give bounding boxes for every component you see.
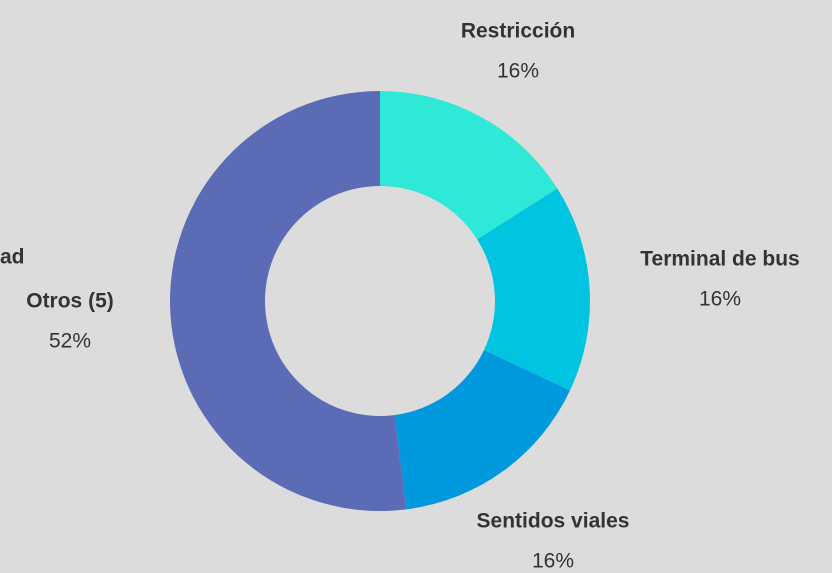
donut-segment xyxy=(477,188,590,391)
category-label: Otros (5) xyxy=(26,290,114,313)
donut-segment xyxy=(380,91,558,240)
donut-segment xyxy=(170,91,407,511)
category-label: Sentidos viales xyxy=(477,510,630,533)
annotation: ad xyxy=(0,246,25,269)
category-label: Terminal de bus xyxy=(640,248,799,271)
value-label: 16% xyxy=(497,60,539,83)
value-label: 16% xyxy=(699,288,741,311)
value-label: 16% xyxy=(532,550,574,573)
value-label: 52% xyxy=(49,330,91,353)
donut-segment xyxy=(394,349,571,510)
category-label: Restricción xyxy=(461,20,575,43)
